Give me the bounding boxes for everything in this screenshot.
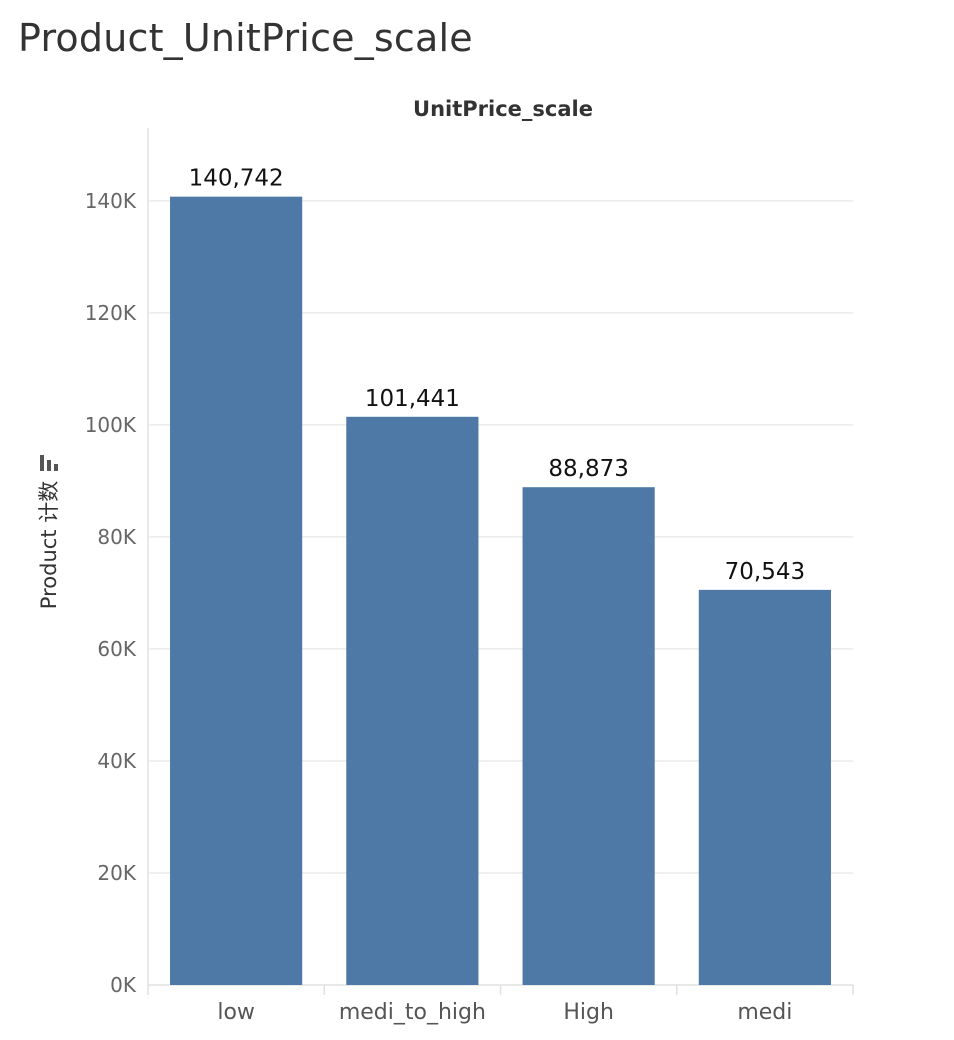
value-label-medi_to_high: 101,441 — [365, 386, 460, 412]
x-tick-label-High: High — [563, 1000, 614, 1025]
value-label-High: 88,873 — [548, 456, 628, 482]
y-tick-label: 0K — [110, 973, 137, 997]
bar-medi[interactable] — [698, 589, 831, 985]
x-axis-ticks: low medi_to_high High medi — [147, 985, 854, 1025]
bar-High[interactable] — [522, 487, 655, 985]
y-tick-label: 20K — [97, 861, 136, 885]
bars[interactable] — [170, 196, 831, 985]
bar-chart-icon[interactable] — [40, 455, 58, 471]
x-tick-label-medi: medi — [737, 1000, 792, 1025]
page-title: Product_UnitPrice_scale — [18, 16, 473, 60]
value-labels: 140,742 101,441 88,873 70,543 — [189, 166, 806, 585]
bar-low[interactable] — [170, 196, 303, 985]
y-axis-title: Product 计数 — [37, 481, 61, 609]
value-label-medi: 70,543 — [725, 559, 805, 585]
y-tick-label: 80K — [97, 525, 136, 549]
y-axis-title-group: Product 计数 — [37, 481, 61, 609]
y-tick-label: 40K — [97, 749, 136, 773]
y-tick-label: 120K — [85, 301, 137, 325]
x-tick-label-low: low — [217, 1000, 255, 1025]
y-tick-label: 100K — [85, 413, 137, 437]
x-tick-label-medi_to_high: medi_to_high — [339, 1000, 486, 1025]
y-tick-label: 60K — [97, 637, 136, 661]
y-tick-label: 140K — [85, 189, 137, 213]
value-label-low: 140,742 — [189, 166, 284, 192]
column-header: UnitPrice_scale — [413, 97, 593, 121]
bar-medi_to_high[interactable] — [346, 416, 479, 985]
y-axis-ticks: 0K 20K 40K 60K 80K 100K 120K 140K — [85, 189, 137, 997]
